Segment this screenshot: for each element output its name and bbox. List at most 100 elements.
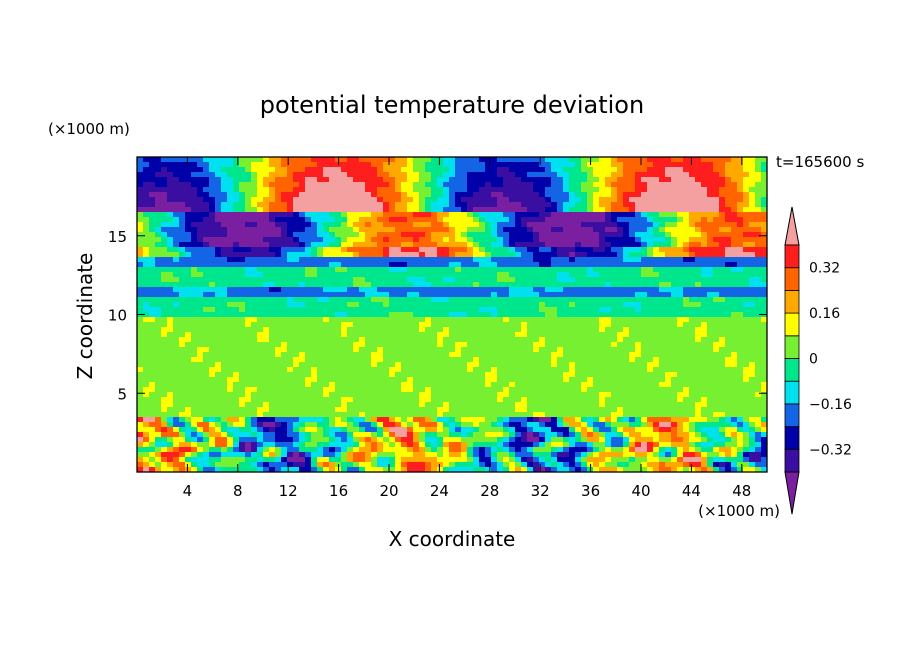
heatmap-cell [275,162,282,168]
heatmap-cell [185,237,192,243]
heatmap-cell [497,352,504,358]
heatmap-cell [635,377,642,383]
heatmap-cell [167,277,174,283]
heatmap-cell [371,317,378,323]
heatmap-cell [443,362,450,368]
heatmap-cell [461,272,468,278]
heatmap-cell [743,282,750,288]
heatmap-cell [275,262,282,268]
heatmap-cell [479,162,486,168]
heatmap-cell [563,347,570,353]
heatmap-cell [521,382,528,388]
heatmap-cell [239,202,246,208]
heatmap-cell [527,382,534,388]
heatmap-cell [365,372,372,378]
heatmap-cell [581,322,588,328]
heatmap-cell [227,307,234,313]
heatmap-cell [695,357,702,363]
heatmap-cell [485,287,492,293]
heatmap-cell [245,187,252,193]
heatmap-cell [161,172,168,178]
heatmap-cell [743,312,750,318]
heatmap-cell [269,262,276,268]
heatmap-cell [635,367,642,373]
heatmap-cell [269,232,276,238]
heatmap-cell [287,252,294,258]
heatmap-cell [671,377,678,383]
heatmap-cell [401,382,408,388]
heatmap-cell [203,302,210,308]
heatmap-cell [479,292,486,298]
heatmap-cell [383,217,390,223]
heatmap-cell [761,387,767,393]
heatmap-cell [611,217,618,223]
heatmap-cell [185,357,192,363]
heatmap-cell [587,292,594,298]
heatmap-cell [317,227,324,233]
heatmap-cell [209,262,216,268]
heatmap-cell [203,217,210,223]
heatmap-cell [425,357,432,363]
heatmap-cell [623,247,630,253]
heatmap-cell [587,357,594,363]
heatmap-cell [593,177,600,183]
heatmap-cell [359,387,366,393]
heatmap-cell [557,282,564,288]
heatmap-cell [629,297,636,303]
heatmap-cell [245,282,252,288]
heatmap-cell [161,327,168,333]
heatmap-cell [269,157,276,163]
heatmap-cell [449,347,456,353]
heatmap-cell [749,177,756,183]
heatmap-cell [515,382,522,388]
heatmap-cell [527,377,534,383]
heatmap-cell [197,362,204,368]
heatmap-cell [341,342,348,348]
heatmap-cell [323,377,330,383]
heatmap-cell [689,162,696,168]
heatmap-cell [257,222,264,228]
heatmap-cell [749,322,756,328]
heatmap-cell [719,257,726,263]
heatmap-cell [233,317,240,323]
heatmap-cell [437,317,444,323]
heatmap-cell [587,347,594,353]
heatmap-cell [587,232,594,238]
heatmap-cell [437,297,444,303]
heatmap-cell [665,157,672,163]
heatmap-cell [509,222,516,228]
heatmap-cell [215,372,222,378]
heatmap-cell [281,212,288,218]
heatmap-cell [185,342,192,348]
heatmap-cell [407,372,414,378]
heatmap-cell [659,302,666,308]
heatmap-cell [287,197,294,203]
heatmap-cell [269,272,276,278]
heatmap-cell [761,207,767,213]
heatmap-cell [257,182,264,188]
heatmap-cell [731,347,738,353]
heatmap-cell [149,167,156,173]
heatmap-cell [629,347,636,353]
heatmap-cell [389,227,396,233]
heatmap-cell [239,322,246,328]
heatmap-cell [389,297,396,303]
heatmap-cell [479,262,486,268]
heatmap-cell [503,337,510,343]
heatmap-cell [317,312,324,318]
heatmap-cell [533,222,540,228]
heatmap-cell [179,247,186,253]
heatmap-cell [629,302,636,308]
heatmap-cell [401,167,408,173]
heatmap-cell [515,192,522,198]
heatmap-cell [221,222,228,228]
heatmap-cell [677,387,684,393]
heatmap-cell [755,192,762,198]
heatmap-cell [491,277,498,283]
heatmap-cell [287,357,294,363]
heatmap-cell [233,177,240,183]
heatmap-cell [515,292,522,298]
heatmap-cell [395,327,402,333]
heatmap-cell [569,327,576,333]
heatmap-cell [347,252,354,258]
